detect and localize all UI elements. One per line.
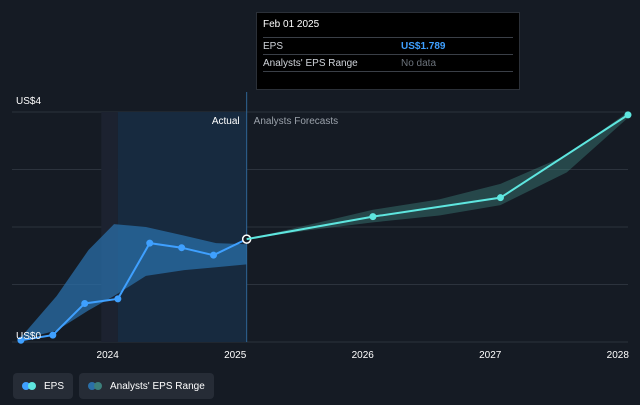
eps-point xyxy=(17,336,25,344)
eps-point xyxy=(146,239,154,247)
legend-item-eps[interactable]: EPS xyxy=(13,373,74,399)
x-tick-label: 2024 xyxy=(97,350,120,361)
eps-point xyxy=(114,295,122,303)
series-group xyxy=(17,111,632,344)
analysts-eps-range-area-forecast xyxy=(246,112,628,240)
legend-range-label: Analysts' EPS Range xyxy=(110,380,205,392)
y-axis-label-bottom: US$0 xyxy=(16,331,41,342)
tooltip-eps-label: EPS xyxy=(263,40,284,52)
y-axis-label-top: US$4 xyxy=(16,96,41,107)
eps-legend-icon xyxy=(22,382,38,390)
eps-point xyxy=(81,299,89,307)
tooltip-eps-value: US$1.789 xyxy=(401,40,446,52)
tooltip: Feb 01 2025 EPS US$1.789 Analysts' EPS R… xyxy=(256,12,520,90)
legend: EPS Analysts' EPS Range xyxy=(13,373,214,399)
tooltip-range-label: Analysts' EPS Range xyxy=(263,57,358,69)
eps-point xyxy=(49,331,57,339)
actual-label: Actual xyxy=(212,116,240,127)
eps-line xyxy=(20,238,248,342)
analysts-forecasts-label: Analysts Forecasts xyxy=(254,116,338,127)
eps-forecast-point xyxy=(369,213,377,221)
x-tick-label: 2026 xyxy=(352,350,375,361)
tooltip-date: Feb 01 2025 xyxy=(263,19,320,30)
tooltip-range-row: Analysts' EPS Range No data xyxy=(263,54,513,71)
tooltip-divider-row xyxy=(263,71,513,88)
tooltip-eps-row: EPS US$1.789 xyxy=(263,37,513,54)
x-axis-ticks: 2024 2025 2026 2027 2028 xyxy=(97,350,630,361)
x-tick-label: 2027 xyxy=(479,350,502,361)
analysts-eps-range-area-actual xyxy=(18,224,247,341)
x-tick-label: 2028 xyxy=(607,350,630,361)
legend-eps-label: EPS xyxy=(44,380,65,392)
range-legend-icon xyxy=(88,382,104,390)
tooltip-range-value: No data xyxy=(401,57,437,69)
eps-forecast-point xyxy=(496,194,504,202)
legend-item-analysts-range[interactable]: Analysts' EPS Range xyxy=(79,373,214,399)
eps-point xyxy=(178,244,186,252)
x-tick-label: 2025 xyxy=(224,350,247,361)
eps-chart: US$4 US$0 Actual Analysts Forecasts 2024… xyxy=(12,92,632,361)
eps-forecast-point xyxy=(624,111,632,119)
eps-forecast-line xyxy=(246,114,629,241)
eps-point xyxy=(210,251,218,259)
